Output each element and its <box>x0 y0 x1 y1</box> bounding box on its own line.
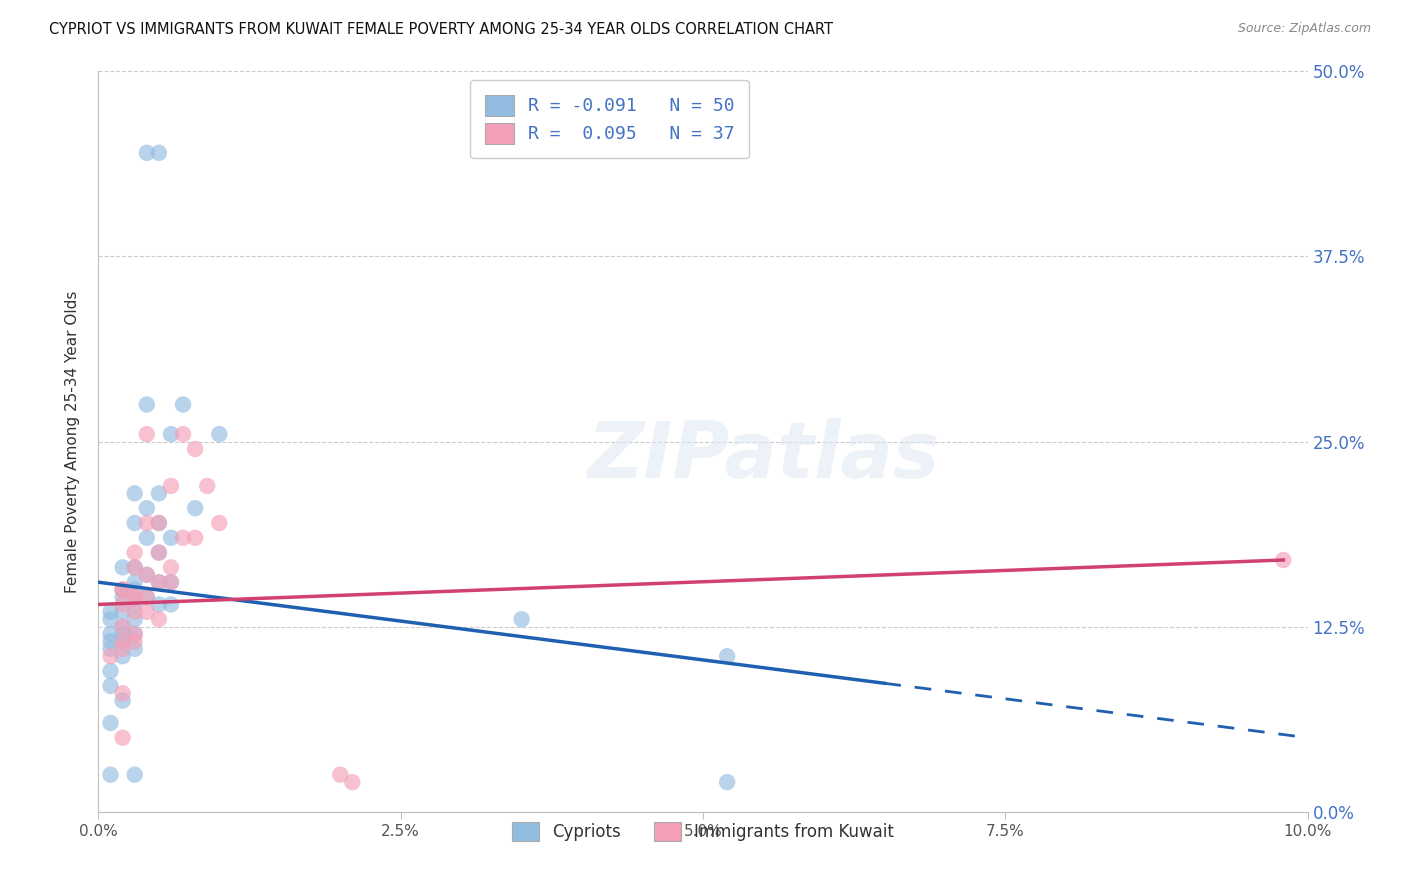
Point <box>716 649 738 664</box>
Point <box>160 479 183 493</box>
Point <box>342 775 364 789</box>
Point <box>160 575 183 590</box>
Point <box>111 641 134 656</box>
Point <box>111 686 134 700</box>
Point <box>148 598 170 612</box>
Point <box>148 575 170 590</box>
Point <box>172 427 194 442</box>
Point <box>111 560 134 574</box>
Point <box>111 634 134 648</box>
Point <box>148 575 170 590</box>
Point <box>208 516 231 530</box>
Point <box>184 442 207 456</box>
Point <box>124 560 146 574</box>
Point <box>100 641 122 656</box>
Point <box>100 715 122 730</box>
Point <box>100 649 122 664</box>
Point <box>124 486 146 500</box>
Point <box>124 516 146 530</box>
Point <box>148 145 170 160</box>
Point <box>124 590 146 604</box>
Point <box>510 612 533 626</box>
Point <box>208 427 231 442</box>
Point <box>124 767 146 781</box>
Point <box>135 145 157 160</box>
Point <box>100 605 122 619</box>
Point <box>111 582 134 597</box>
Point <box>124 590 146 604</box>
Point <box>124 612 146 626</box>
Point <box>124 575 146 590</box>
Point <box>124 634 146 648</box>
Point <box>124 546 146 560</box>
Point <box>124 582 146 597</box>
Point <box>111 605 134 619</box>
Point <box>148 546 170 560</box>
Point <box>148 516 170 530</box>
Point <box>100 627 122 641</box>
Text: ZIPatlas: ZIPatlas <box>588 418 939 494</box>
Point <box>148 516 170 530</box>
Point <box>148 612 170 626</box>
Point <box>124 598 146 612</box>
Point <box>135 590 157 604</box>
Point <box>124 605 146 619</box>
Point <box>124 560 146 574</box>
Point <box>111 598 134 612</box>
Point <box>111 590 134 604</box>
Y-axis label: Female Poverty Among 25-34 Year Olds: Female Poverty Among 25-34 Year Olds <box>65 291 80 592</box>
Point <box>148 546 170 560</box>
Point <box>135 427 157 442</box>
Point <box>111 619 134 633</box>
Point <box>184 501 207 516</box>
Point <box>135 567 157 582</box>
Point <box>111 649 134 664</box>
Point <box>135 501 157 516</box>
Point <box>172 531 194 545</box>
Point <box>100 767 122 781</box>
Point <box>135 567 157 582</box>
Text: CYPRIOT VS IMMIGRANTS FROM KUWAIT FEMALE POVERTY AMONG 25-34 YEAR OLDS CORRELATI: CYPRIOT VS IMMIGRANTS FROM KUWAIT FEMALE… <box>49 22 834 37</box>
Point <box>111 731 134 745</box>
Point <box>111 634 134 648</box>
Point <box>124 641 146 656</box>
Point <box>111 627 134 641</box>
Point <box>160 598 183 612</box>
Point <box>135 605 157 619</box>
Point <box>172 398 194 412</box>
Point <box>124 627 146 641</box>
Point <box>135 531 157 545</box>
Point <box>111 619 134 633</box>
Point <box>160 531 183 545</box>
Point <box>160 427 183 442</box>
Text: Source: ZipAtlas.com: Source: ZipAtlas.com <box>1237 22 1371 36</box>
Point <box>111 582 134 597</box>
Point <box>329 767 352 781</box>
Point <box>100 612 122 626</box>
Point <box>111 582 134 597</box>
Point <box>160 560 183 574</box>
Point <box>148 486 170 500</box>
Point <box>124 627 146 641</box>
Point <box>111 694 134 708</box>
Point <box>716 775 738 789</box>
Point <box>184 531 207 545</box>
Point <box>160 575 183 590</box>
Legend: Cypriots, Immigrants from Kuwait: Cypriots, Immigrants from Kuwait <box>505 815 901 847</box>
Point <box>100 634 122 648</box>
Point <box>1272 553 1295 567</box>
Point <box>100 664 122 678</box>
Point <box>135 516 157 530</box>
Point <box>195 479 218 493</box>
Point <box>100 679 122 693</box>
Point <box>135 590 157 604</box>
Point <box>135 398 157 412</box>
